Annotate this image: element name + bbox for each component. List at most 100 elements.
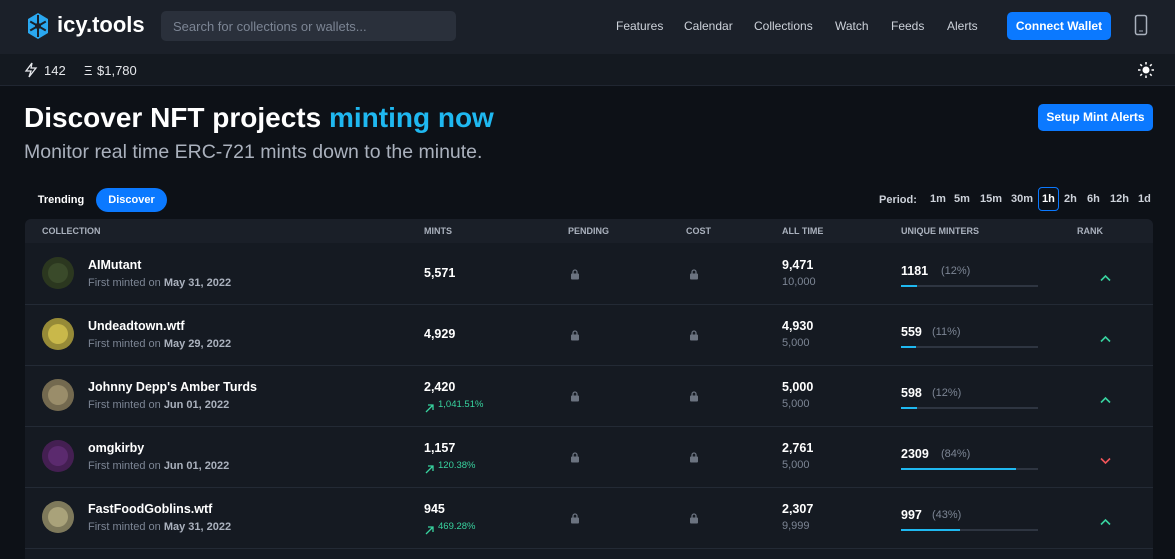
- change-arrow: [425, 400, 434, 418]
- nav-link[interactable]: Calendar: [684, 19, 733, 33]
- period-option[interactable]: 2h: [1064, 193, 1077, 205]
- cost-lock-shape: [691, 269, 697, 274]
- gas-value: 142: [44, 63, 66, 78]
- collection-avatar: [42, 501, 74, 533]
- cost-lock-shape: [690, 330, 698, 341]
- rank-arrow-shape: [1100, 518, 1111, 526]
- collection-avatar: [42, 379, 74, 411]
- row-divider: [25, 365, 1153, 366]
- pending-lock-shape: [571, 456, 579, 463]
- pending-lock: [570, 511, 580, 529]
- first-minted-prefix: First minted on: [88, 460, 161, 472]
- pending-lock-shape: [572, 391, 578, 396]
- pending-lock-shape: [572, 330, 578, 335]
- period-label: Period:: [879, 194, 917, 206]
- hero-title: Discover NFT projects minting now: [24, 102, 494, 134]
- stats-bar: [0, 54, 1175, 86]
- cost-lock-shape: [690, 334, 698, 341]
- column-header: RANK: [1077, 226, 1103, 236]
- unique-minters-pct: (84%): [941, 448, 971, 460]
- table-header: [25, 219, 1153, 243]
- rank-arrow: [1100, 452, 1111, 470]
- all-time: 9,471: [782, 258, 814, 272]
- minters-track: [901, 529, 1038, 531]
- unique-minters: 2309: [901, 447, 929, 461]
- change-arrow-shape: [425, 526, 434, 535]
- nav-link[interactable]: Watch: [835, 19, 869, 33]
- period-option[interactable]: 6h: [1087, 193, 1100, 205]
- nav-link[interactable]: Alerts: [947, 19, 978, 33]
- cost-lock-shape: [690, 517, 698, 524]
- change-arrow-shape: [425, 404, 434, 413]
- unique-minters: 598: [901, 386, 922, 400]
- pending-lock-shape: [571, 395, 579, 402]
- cost-lock-shape: [691, 330, 697, 335]
- minters-bar: [901, 529, 960, 531]
- period-option[interactable]: 30m: [1011, 193, 1034, 205]
- tab[interactable]: Discover: [96, 188, 167, 212]
- pending-lock-shape: [572, 269, 578, 274]
- period-option[interactable]: 5m: [954, 193, 970, 205]
- cost-lock: [689, 450, 699, 468]
- theme-toggle[interactable]: [1138, 62, 1154, 78]
- cost-lock-shape: [690, 456, 698, 463]
- mints-change: 1,041.51%: [438, 399, 484, 410]
- change-arrow-shape: [425, 465, 434, 474]
- mints-change: 120.38%: [438, 460, 476, 471]
- rank-arrow: [1100, 391, 1111, 409]
- all-time: 4,930: [782, 319, 814, 333]
- rank-arrow: [1100, 330, 1111, 348]
- unique-minters-pct: (12%): [932, 387, 962, 399]
- pending-lock-shape: [571, 452, 579, 463]
- tab[interactable]: Trending: [37, 194, 85, 206]
- collection-name[interactable]: FastFoodGoblins.wtf: [88, 502, 213, 516]
- pending-lock-shape: [571, 330, 579, 341]
- first-minted-prefix: First minted on: [88, 521, 161, 533]
- connect-wallet-button[interactable]: Connect Wallet: [1007, 12, 1111, 40]
- minters-track: [901, 407, 1038, 409]
- pending-lock-shape: [571, 334, 579, 341]
- first-minted-prefix: First minted on: [88, 399, 161, 411]
- pending-lock-shape: [571, 391, 579, 402]
- column-header: ALL TIME: [782, 226, 824, 236]
- period-option[interactable]: 1d: [1138, 193, 1151, 205]
- column-header: COST: [686, 226, 712, 236]
- nav-link[interactable]: Features: [616, 19, 664, 33]
- hero-title-highlight: minting now: [328, 102, 494, 133]
- eth-price: $1,780: [97, 63, 137, 78]
- minters-bar: [901, 346, 917, 348]
- minters-track: [901, 285, 1038, 287]
- search-box[interactable]: Search for collections or wallets...: [161, 11, 456, 41]
- rank-arrow-shape: [1100, 335, 1111, 343]
- collection-name[interactable]: Johnny Depp's Amber Turds: [88, 380, 257, 394]
- collection-name[interactable]: Undeadtown.wtf: [88, 319, 185, 333]
- nav-link[interactable]: Collections: [754, 19, 813, 33]
- pending-lock-shape: [571, 513, 579, 524]
- cost-lock-shape: [690, 513, 698, 524]
- minters-track: [901, 346, 1038, 348]
- unique-minters-pct: (12%): [941, 265, 971, 277]
- row-divider: [25, 426, 1153, 427]
- period-option[interactable]: 1m: [930, 193, 946, 205]
- nav-link[interactable]: Feeds: [891, 19, 925, 33]
- logo-icon: [28, 13, 48, 39]
- search-placeholder: Search for collections or wallets...: [173, 19, 367, 34]
- first-minted: First minted on Jun 01, 2022: [88, 399, 229, 411]
- collection-name[interactable]: omgkirby: [88, 441, 145, 455]
- period-option[interactable]: 15m: [980, 193, 1003, 205]
- setup-mint-alerts-button[interactable]: Setup Mint Alerts: [1038, 104, 1153, 131]
- hero-subtitle: Monitor real time ERC-721 mints down to …: [24, 141, 483, 163]
- unique-minters-pct: (11%): [932, 326, 961, 338]
- collection-name[interactable]: AIMutant: [88, 258, 142, 272]
- period-option[interactable]: 1h: [1038, 187, 1059, 211]
- column-header: UNIQUE MINTERS: [901, 226, 980, 236]
- pending-lock: [570, 328, 580, 346]
- pending-lock-shape: [571, 269, 579, 280]
- first-minted-prefix: First minted on: [88, 277, 161, 289]
- period-option[interactable]: 12h: [1110, 193, 1129, 205]
- unique-minters-pct: (43%): [932, 509, 962, 521]
- first-minted-date: May 29, 2022: [163, 338, 232, 350]
- gas-icon: [24, 62, 38, 78]
- mobile-icon[interactable]: [1134, 14, 1148, 36]
- cost-lock: [689, 267, 699, 285]
